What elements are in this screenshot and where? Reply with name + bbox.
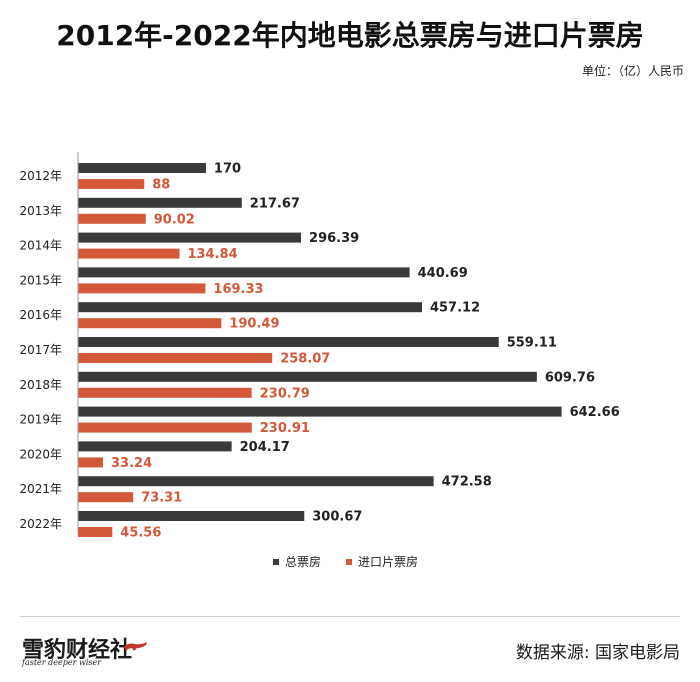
value-label: 217.67 xyxy=(250,196,300,211)
total-box-office-bar xyxy=(78,232,302,243)
imported-box-office-bar xyxy=(78,318,222,329)
imported-box-office-bar xyxy=(78,527,113,537)
category-label: 2020年 xyxy=(19,447,62,461)
total-box-office-bar xyxy=(78,476,434,487)
value-label: 300.67 xyxy=(312,510,362,525)
value-label: 559.11 xyxy=(507,336,557,351)
value-label: 609.76 xyxy=(545,370,595,385)
imported-box-office-bar xyxy=(78,248,180,259)
bar-chart: 2012年 2013年 2014年 2015年 2016年 2017年 2018年 2019年… xyxy=(19,152,620,569)
value-label: 190.49 xyxy=(229,317,279,332)
category-label: 2013年 xyxy=(19,204,62,218)
imported-box-office-bar xyxy=(78,387,252,398)
value-label: 472.58 xyxy=(442,475,492,490)
category-label: 2021年 xyxy=(19,482,62,496)
imported-box-office-bar xyxy=(78,179,145,189)
category-label: 2012年 xyxy=(19,169,62,183)
leopard-icon xyxy=(123,642,147,651)
total-box-office-bar xyxy=(78,267,410,278)
category-label: 2017年 xyxy=(19,343,62,357)
value-label: 230.79 xyxy=(260,386,310,401)
value-label: 170 xyxy=(214,162,241,177)
value-label: 642.66 xyxy=(570,405,620,420)
category-label: 2019年 xyxy=(19,413,62,427)
value-label: 134.84 xyxy=(187,247,237,262)
value-label: 33.24 xyxy=(111,456,152,471)
total-box-office-bar xyxy=(78,302,422,313)
legend-swatch xyxy=(273,559,279,565)
footer-divider xyxy=(20,616,680,617)
chart-title: 2012年-2022年内地电影总票房与进口片票房 xyxy=(56,19,644,52)
category-label: 2016年 xyxy=(19,308,62,322)
total-box-office-bar xyxy=(78,197,242,208)
category-label: 2018年 xyxy=(19,378,62,392)
imported-box-office-bar xyxy=(78,213,146,224)
legend-item-imported: 进口片票房 xyxy=(358,554,418,569)
total-box-office-bar xyxy=(78,371,537,382)
imported-box-office-bar xyxy=(78,283,206,294)
value-label: 90.02 xyxy=(154,212,195,227)
total-box-office-bar xyxy=(78,441,232,452)
imported-box-office-bar xyxy=(78,353,273,363)
logo-wordmark: 雪豹财经社 xyxy=(22,637,133,663)
value-label: 258.07 xyxy=(280,352,330,367)
total-box-office-bar xyxy=(78,511,305,521)
value-label: 204.17 xyxy=(240,440,290,455)
legend-swatch xyxy=(346,559,352,565)
imported-box-office-bar xyxy=(78,422,252,433)
category-label: 2014年 xyxy=(19,239,62,253)
value-label: 296.39 xyxy=(309,231,359,246)
value-label: 169.33 xyxy=(213,282,263,297)
value-label: 45.56 xyxy=(120,526,161,541)
total-box-office-bar xyxy=(78,163,206,173)
total-box-office-bar xyxy=(78,406,562,417)
value-label: 230.91 xyxy=(260,421,310,436)
value-label: 440.69 xyxy=(418,266,468,281)
category-label: 2022年 xyxy=(19,517,62,531)
value-label: 73.31 xyxy=(141,491,182,506)
imported-box-office-bar xyxy=(78,457,104,468)
imported-box-office-bar xyxy=(78,492,134,503)
data-source: 数据来源: 国家电影局 xyxy=(515,643,680,663)
value-label: 88 xyxy=(152,178,170,193)
brand-logo: 雪豹财经社 faster deeper wiser xyxy=(22,632,152,670)
unit-label: 单位：（亿）人民币 xyxy=(581,64,684,78)
legend-item-total: 总票房 xyxy=(285,554,321,569)
value-label: 457.12 xyxy=(430,301,480,316)
category-label: 2015年 xyxy=(19,273,62,287)
total-box-office-bar xyxy=(78,337,499,347)
logo-tagline: faster deeper wiser xyxy=(22,658,102,667)
